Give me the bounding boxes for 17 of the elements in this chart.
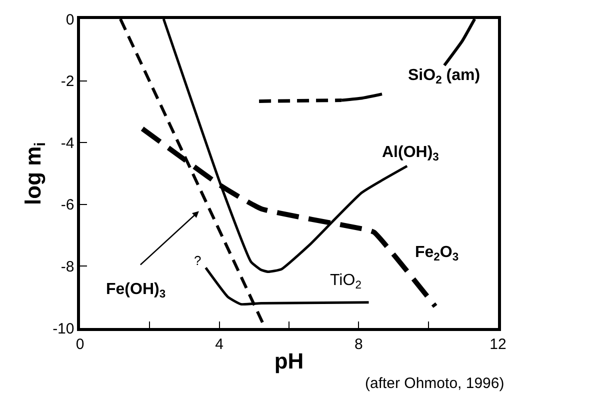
- annotation: SiO$_{2}$ (am): [408, 67, 480, 86]
- y-tick-label: -8: [60, 258, 74, 276]
- y-tick-label: -4: [60, 134, 74, 152]
- x-tick-label: 8: [354, 336, 363, 353]
- x-tick-label: 4: [215, 336, 224, 353]
- annotation: Al(OH)$_{3}$: [382, 144, 439, 164]
- annotation: Fe$_{2}$O$_{3}$: [415, 244, 459, 264]
- x-axis-title: pH: [274, 348, 304, 374]
- y-tick-label: 0: [66, 11, 74, 28]
- annotation: ?: [194, 253, 202, 268]
- annotation: Fe(OH)$_{3}$: [106, 281, 166, 300]
- y-tick-label: -2: [60, 73, 74, 90]
- x-tick-label: 12: [490, 336, 506, 353]
- y-tick-label: -10: [52, 320, 74, 338]
- annotation: TiO$_{2}$: [330, 272, 362, 292]
- y-tick-label: -6: [60, 196, 74, 214]
- text: (after Ohmoto, 1996): [365, 375, 504, 392]
